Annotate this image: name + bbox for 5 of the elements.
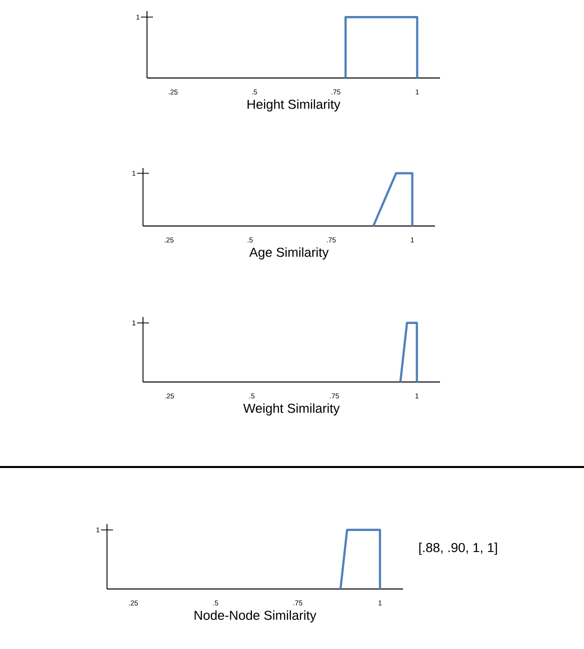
text: [.88, .90, 1, 1] <box>419 542 497 555</box>
x-axis-title: Node-Node Similarity <box>194 610 316 622</box>
x-axis-title: Height Similarity <box>248 99 340 112</box>
x-axis-title: Age Similarity <box>249 247 329 260</box>
x-axis-title: Weight Similarity <box>243 403 340 416</box>
